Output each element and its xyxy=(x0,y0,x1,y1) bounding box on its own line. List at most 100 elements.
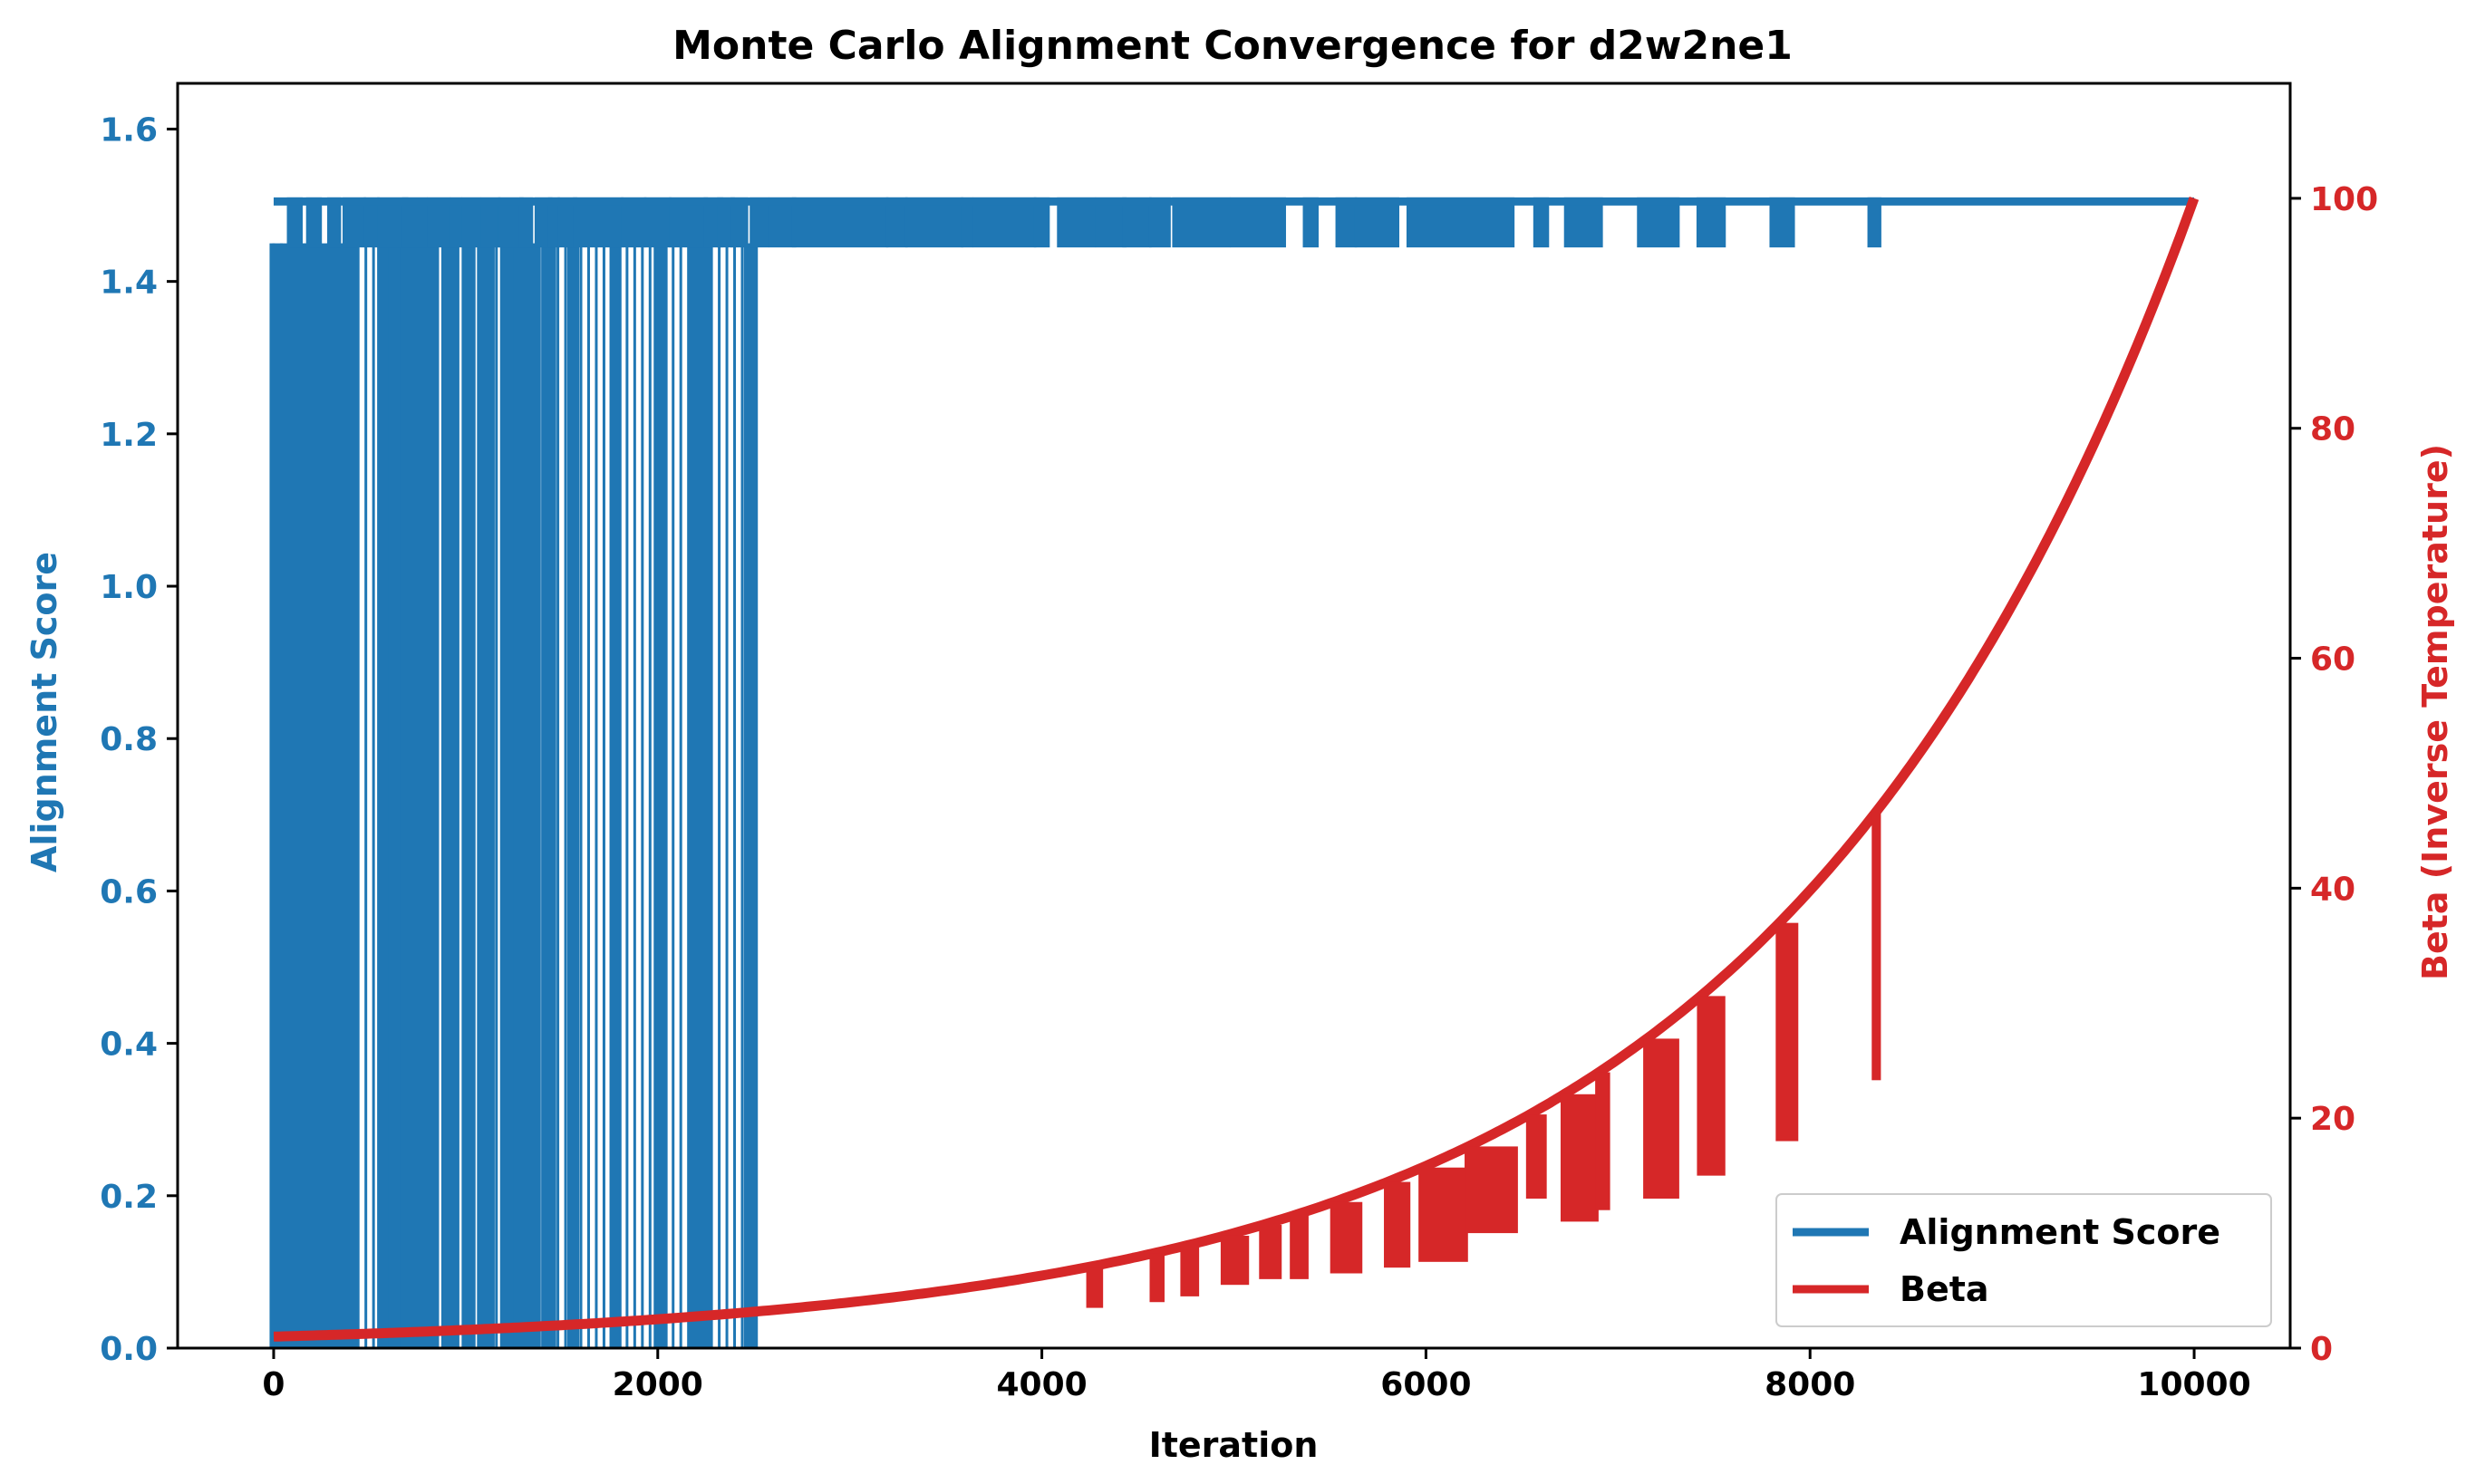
score-drop-block xyxy=(442,243,459,1348)
score-drop-block xyxy=(513,243,541,1348)
beta-drop-block xyxy=(1525,1114,1547,1200)
score-dip-block xyxy=(1172,197,1231,248)
score-dip-block xyxy=(1122,197,1152,248)
y-tick-label: 1.2 xyxy=(100,417,158,454)
score-dip-block xyxy=(534,197,553,248)
score-dip-block xyxy=(286,197,304,248)
score-drop-block xyxy=(269,243,359,1348)
score-dip-block xyxy=(450,197,462,248)
score-dip-block xyxy=(1406,197,1515,248)
score-dip-block xyxy=(621,197,647,248)
score-dip-block xyxy=(518,197,534,248)
score-dip-block xyxy=(717,197,735,248)
y-tick-label: 0.6 xyxy=(100,873,158,911)
beta-drop-block xyxy=(1643,1038,1679,1200)
x-tick-label: 10000 xyxy=(2137,1366,2250,1403)
beta-drop-block xyxy=(1871,813,1881,1081)
score-drop-block xyxy=(700,243,712,1348)
score-dip-block xyxy=(885,197,908,248)
score-dip-block xyxy=(547,197,560,248)
legend-label-beta: Beta xyxy=(1900,1269,1989,1309)
score-dip-block xyxy=(461,197,482,248)
x-tick-label: 0 xyxy=(262,1366,285,1403)
score-dip-block xyxy=(1637,197,1680,248)
score-dip-block xyxy=(573,197,624,248)
score-drop-block xyxy=(609,243,622,1348)
score-drop-block xyxy=(653,243,668,1348)
beta-drop-block xyxy=(1595,1072,1610,1210)
score-drop-block xyxy=(400,243,440,1348)
x-tick-label: 2000 xyxy=(613,1366,703,1403)
score-drop-block xyxy=(566,243,580,1348)
beta-drop-block xyxy=(1697,996,1726,1176)
axes-group: 0 2000 4000 6000 8000 10000 0.0 0.2 0.4 0.6 0.8 1.0… xyxy=(100,82,2378,1403)
x-tick-label: 4000 xyxy=(996,1366,1087,1403)
score-dip-block xyxy=(363,197,380,248)
beta-drop-block xyxy=(1180,1246,1200,1296)
score-dip-block xyxy=(643,197,672,248)
beta-drop-block xyxy=(1775,922,1799,1142)
beta-drop-block xyxy=(1086,1267,1104,1308)
score-dip-block xyxy=(1148,197,1171,248)
beta-drop-block xyxy=(1465,1146,1518,1234)
score-dip-block xyxy=(1563,197,1603,248)
y2-tick-label: 60 xyxy=(2310,641,2355,679)
score-drop-block xyxy=(743,243,759,1348)
y-tick-label: 1.0 xyxy=(100,569,158,606)
y2-tick-label: 0 xyxy=(2310,1331,2333,1368)
score-dip-block xyxy=(1354,197,1400,248)
score-dip-block xyxy=(1867,197,1881,248)
score-dip-block xyxy=(1533,197,1550,248)
y2-tick-label: 80 xyxy=(2310,411,2355,448)
beta-drop-block xyxy=(1220,1235,1250,1286)
score-dip-block xyxy=(557,197,578,248)
score-dip-block xyxy=(327,197,342,248)
y-tick-label: 0.8 xyxy=(100,721,158,758)
score-dip-block xyxy=(401,197,428,248)
score-drop-block xyxy=(461,243,476,1348)
score-dip-block xyxy=(769,197,797,248)
y-tick-label: 0.2 xyxy=(100,1179,158,1216)
score-dip-block xyxy=(972,197,1037,248)
series-group xyxy=(269,197,2200,1348)
x-axis-title: Iteration xyxy=(1149,1425,1319,1465)
y-tick-label: 0.4 xyxy=(100,1026,158,1064)
x-tick-label: 6000 xyxy=(1380,1366,1471,1403)
y-tick-label: 1.6 xyxy=(100,111,158,149)
beta-drop-block xyxy=(1290,1215,1309,1279)
y-axis-title: Alignment Score xyxy=(24,552,64,872)
score-drop-block xyxy=(499,243,515,1348)
y2-tick-label: 20 xyxy=(2310,1101,2355,1138)
y2-axis-title: Beta (Inverse Temperature) xyxy=(2415,444,2455,980)
score-dip-block xyxy=(791,197,889,248)
score-drop-block xyxy=(542,243,556,1348)
x-tick-label: 8000 xyxy=(1765,1366,1855,1403)
score-dip-block xyxy=(669,197,709,248)
y2-tick-label: 100 xyxy=(2310,181,2378,218)
chart-title: Monte Carlo Alignment Convergence for d2… xyxy=(672,23,1793,69)
legend: Alignment Score Beta xyxy=(1775,1193,2272,1327)
score-dip-block xyxy=(1057,197,1097,248)
legend-box xyxy=(1775,1193,2272,1327)
score-dip-block xyxy=(904,197,963,248)
score-dip-block xyxy=(342,197,366,248)
beta-drop-block xyxy=(1330,1201,1363,1274)
y-tick-label: 0.0 xyxy=(100,1331,158,1368)
score-dip-block xyxy=(1033,197,1050,248)
score-dip-block xyxy=(427,197,451,248)
score-dip-block xyxy=(1335,197,1358,248)
score-dip-block xyxy=(730,197,749,248)
score-dip-block xyxy=(1095,197,1127,248)
axes-frame xyxy=(176,82,2292,1350)
beta-drop-block xyxy=(1418,1167,1468,1262)
y-tick-label: 1.4 xyxy=(100,265,158,302)
legend-label-score: Alignment Score xyxy=(1900,1212,2220,1252)
score-dip-block xyxy=(480,197,501,248)
y2-tick-label: 40 xyxy=(2310,871,2355,908)
score-dip-block xyxy=(961,197,973,248)
score-drop-block xyxy=(477,243,495,1348)
beta-drop-block xyxy=(1149,1253,1165,1303)
score-dip-block xyxy=(1230,197,1286,248)
beta-drop-block xyxy=(1384,1181,1411,1268)
